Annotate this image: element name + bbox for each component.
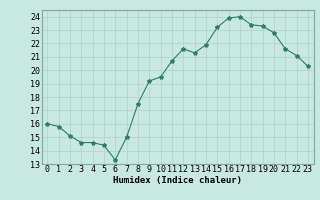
X-axis label: Humidex (Indice chaleur): Humidex (Indice chaleur) (113, 176, 242, 185)
